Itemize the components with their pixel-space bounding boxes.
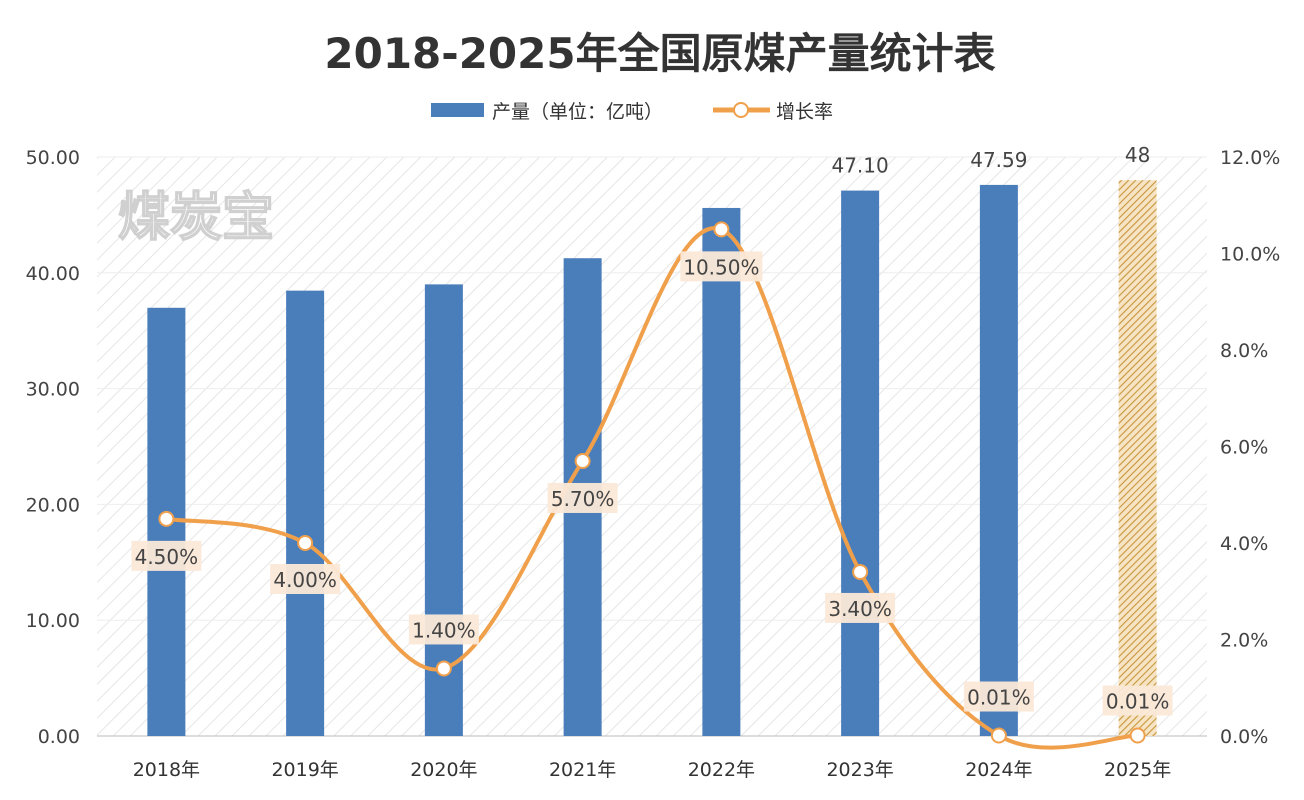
legend-line-label: 增长率 [776,101,833,123]
y-left-tick-label: 10.00 [26,610,80,632]
growth-rate-marker [1129,727,1146,744]
x-tick-label: 2019年 [271,759,338,781]
bar [979,184,1018,736]
y-left-tick-label: 50.00 [26,147,80,169]
growth-data-label: 0.01% [1106,690,1170,714]
legend-bar-swatch [431,103,484,117]
growth-data-label: 10.50% [683,255,759,279]
x-tick-label: 2022年 [688,759,755,781]
growth-label-box [270,564,341,594]
growth-data-label: 4.50% [135,545,199,569]
x-tick-label: 2018年 [133,759,200,781]
x-tick-label: 2023年 [826,759,893,781]
legend: 产量（单位：亿吨） 增长率 [431,101,833,123]
y-right-tick-label: 12.0% [1220,147,1280,169]
growth-rate-marker [297,535,314,551]
growth-rate-marker [990,727,1007,744]
growth-data-label: 1.40% [412,618,476,642]
y-left-tick-label: 40.00 [26,263,80,285]
growth-label-box [131,540,202,571]
bar-data-label: 47.10 [831,154,888,178]
growth-label-box [825,592,896,623]
growth-rate-marker [435,660,452,677]
y-right-tick-label: 2.0% [1220,630,1268,652]
y-right-tick-label: 8.0% [1220,340,1268,362]
y-right-tick-label: 6.0% [1220,437,1268,459]
bar-data-label: 48 [1125,143,1150,167]
growth-rate-marker [713,221,730,238]
bar-data-label: 47.59 [970,148,1027,172]
x-tick-label: 2021年 [549,759,616,781]
bar [1118,180,1157,736]
growth-rate-line [166,226,1138,750]
y-right-tick-label: 10.0% [1220,244,1280,266]
y-right-tick-label: 0.0% [1220,726,1268,748]
growth-data-label: 0.01% [967,686,1031,710]
growth-label-box [408,614,479,645]
growth-data-label: 3.40% [828,597,892,621]
x-tick-label: 2020年 [410,759,477,781]
growth-data-label: 5.70% [551,487,615,511]
growth-rate-marker [852,563,869,580]
y-left-tick-label: 0.00 [38,726,80,748]
growth-rate-marker [574,452,591,469]
bar [841,190,880,736]
bar [702,207,741,736]
plot-area-background [97,157,1207,736]
growth-label-box [680,251,763,282]
growth-data-label: 4.00% [273,568,337,592]
chart-title: 2018-2025年全国原煤产量统计表 [324,29,995,78]
growth-label-box [963,681,1034,712]
growth-label-box [1102,685,1173,716]
bar [286,290,325,736]
x-tick-label: 2025年 [1104,759,1171,781]
y-left-tick-label: 30.00 [26,379,80,401]
x-tick-label: 2024年 [965,759,1032,781]
watermark: 煤炭宝 [118,188,274,248]
growth-rate-marker [158,510,175,527]
growth-label-box [547,482,618,513]
legend-line-marker [733,102,749,118]
y-left-tick-label: 20.00 [26,494,80,516]
y-right-tick-label: 4.0% [1220,533,1268,555]
legend-bar-label: 产量（单位：亿吨） [492,101,663,123]
